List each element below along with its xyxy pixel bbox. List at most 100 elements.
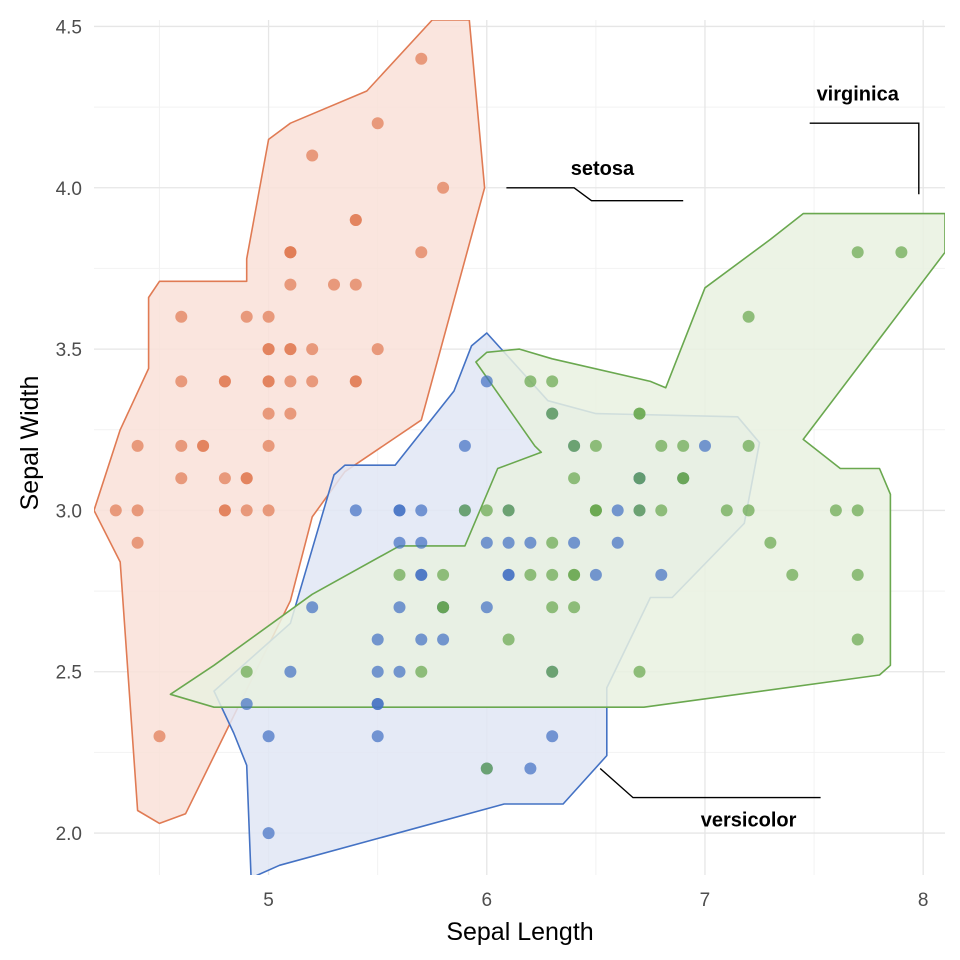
annotation-line-versicolor xyxy=(599,767,821,799)
point-virginica xyxy=(851,504,864,517)
x-tick-label: 6 xyxy=(481,890,492,911)
point-setosa xyxy=(349,375,362,388)
point-setosa xyxy=(262,343,275,356)
point-setosa xyxy=(262,407,275,420)
point-versicolor xyxy=(699,439,711,452)
point-versicolor xyxy=(415,504,428,517)
point-virginica xyxy=(764,536,777,549)
y-tick-label: 4.0 xyxy=(56,179,82,200)
point-setosa xyxy=(240,310,253,323)
point-virginica xyxy=(568,439,581,452)
point-virginica xyxy=(458,504,471,517)
x-axis-title: Sepal Length xyxy=(446,918,593,946)
point-versicolor xyxy=(393,601,406,614)
point-virginica xyxy=(546,601,559,614)
point-virginica xyxy=(546,665,559,678)
point-setosa xyxy=(306,343,319,356)
point-setosa xyxy=(218,472,231,485)
point-versicolor xyxy=(393,665,406,678)
point-virginica xyxy=(720,504,733,517)
point-virginica xyxy=(502,633,515,646)
point-virginica xyxy=(589,439,602,452)
point-versicolor xyxy=(393,504,406,517)
point-versicolor xyxy=(393,536,406,549)
point-setosa xyxy=(306,375,319,388)
point-versicolor xyxy=(262,730,275,743)
x-tick-label: 8 xyxy=(918,890,929,911)
point-virginica xyxy=(655,504,668,517)
point-setosa xyxy=(349,214,362,226)
point-versicolor xyxy=(611,504,624,517)
point-virginica xyxy=(895,246,908,259)
point-versicolor xyxy=(546,730,559,743)
point-versicolor xyxy=(568,536,581,549)
point-setosa xyxy=(349,278,362,291)
point-setosa xyxy=(415,52,428,65)
point-setosa xyxy=(175,439,188,452)
point-virginica xyxy=(742,504,755,517)
x-tick-label: 5 xyxy=(263,890,274,911)
point-virginica xyxy=(633,407,646,420)
point-setosa xyxy=(240,472,253,485)
point-virginica xyxy=(240,665,253,678)
point-versicolor xyxy=(480,601,493,614)
point-virginica xyxy=(480,504,493,517)
point-setosa xyxy=(175,375,188,388)
point-virginica xyxy=(786,568,799,581)
point-virginica xyxy=(437,601,450,614)
point-versicolor xyxy=(502,568,515,581)
point-virginica xyxy=(677,439,690,452)
point-virginica xyxy=(546,407,559,420)
y-tick-label: 4.5 xyxy=(56,17,82,38)
point-virginica xyxy=(633,665,646,678)
point-versicolor xyxy=(284,665,297,678)
point-setosa xyxy=(153,730,166,743)
point-versicolor xyxy=(458,439,471,452)
point-virginica xyxy=(393,568,406,581)
point-setosa xyxy=(284,407,297,420)
point-virginica xyxy=(546,568,559,581)
point-setosa xyxy=(131,504,144,517)
point-setosa xyxy=(218,504,231,517)
annotation-line-setosa xyxy=(506,187,684,202)
point-setosa xyxy=(262,439,275,452)
point-virginica xyxy=(851,246,864,259)
point-setosa xyxy=(371,343,384,356)
annotation-label-setosa: setosa xyxy=(571,158,635,180)
point-versicolor xyxy=(655,568,668,581)
annotation-line-virginica xyxy=(809,122,920,195)
point-versicolor xyxy=(371,665,384,678)
y-axis-title: Sepal Width xyxy=(16,376,44,511)
point-virginica xyxy=(633,472,646,485)
point-setosa xyxy=(131,536,144,549)
point-versicolor xyxy=(524,762,537,775)
point-versicolor xyxy=(415,536,428,549)
point-versicolor xyxy=(415,633,428,646)
point-virginica xyxy=(546,375,559,388)
point-virginica xyxy=(655,439,668,452)
point-setosa xyxy=(284,375,297,388)
point-setosa xyxy=(284,278,297,291)
point-setosa xyxy=(197,439,210,452)
point-versicolor xyxy=(371,698,384,710)
point-setosa xyxy=(437,181,450,194)
point-virginica xyxy=(851,568,864,581)
y-tick-label: 2.5 xyxy=(56,663,82,684)
y-tick-label: 3.0 xyxy=(56,501,82,522)
point-versicolor xyxy=(480,536,493,549)
point-versicolor xyxy=(349,504,362,517)
point-virginica xyxy=(568,601,581,614)
point-virginica xyxy=(568,568,581,581)
point-setosa xyxy=(175,472,188,485)
point-setosa xyxy=(284,246,297,259)
point-virginica xyxy=(568,472,581,485)
x-tick-label: 7 xyxy=(700,890,711,911)
point-versicolor xyxy=(240,698,253,710)
point-versicolor xyxy=(589,568,602,581)
point-setosa xyxy=(284,343,297,356)
point-virginica xyxy=(480,762,493,775)
annotation-layer: setosa virginica versicolor xyxy=(506,84,920,832)
point-versicolor xyxy=(480,375,493,388)
point-virginica xyxy=(546,536,559,549)
